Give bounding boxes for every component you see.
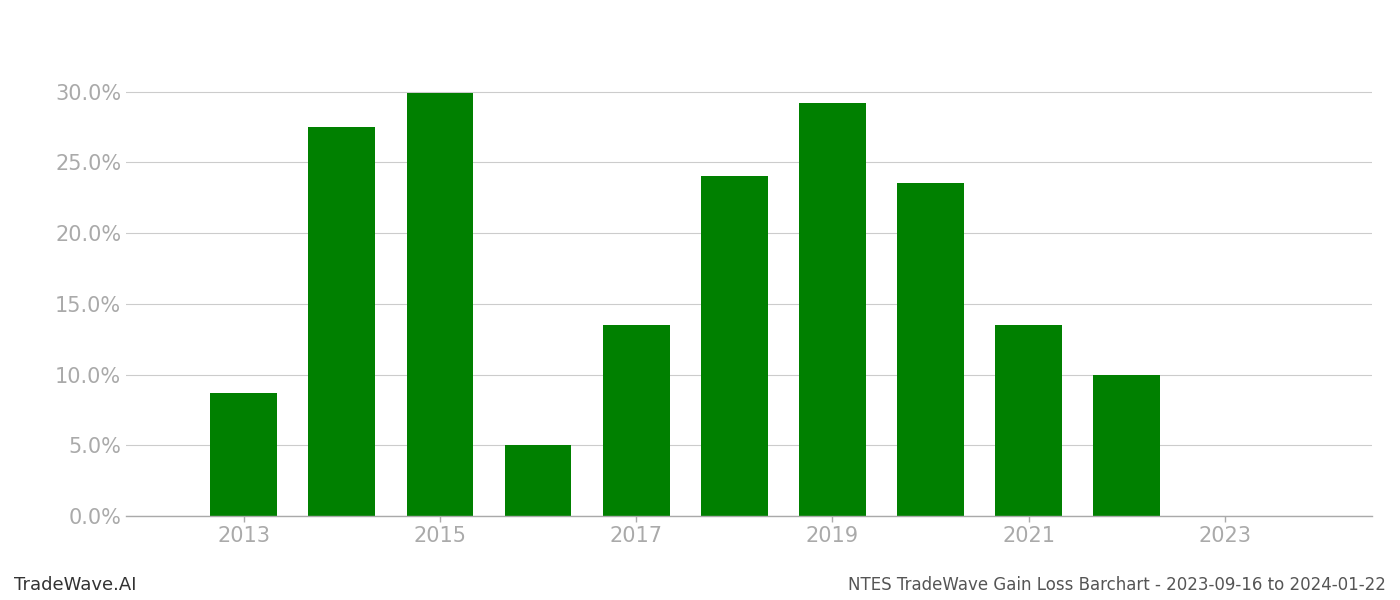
Bar [701, 176, 767, 516]
Bar [897, 184, 963, 516]
Bar [603, 325, 669, 516]
Text: TradeWave.AI: TradeWave.AI [14, 576, 137, 594]
Text: NTES TradeWave Gain Loss Barchart - 2023-09-16 to 2024-01-22: NTES TradeWave Gain Loss Barchart - 2023… [848, 576, 1386, 594]
Bar [799, 103, 865, 516]
Bar [995, 325, 1063, 516]
Bar [210, 393, 277, 516]
Bar [1093, 374, 1161, 516]
Bar [308, 127, 375, 516]
Bar [505, 445, 571, 516]
Bar [406, 93, 473, 516]
